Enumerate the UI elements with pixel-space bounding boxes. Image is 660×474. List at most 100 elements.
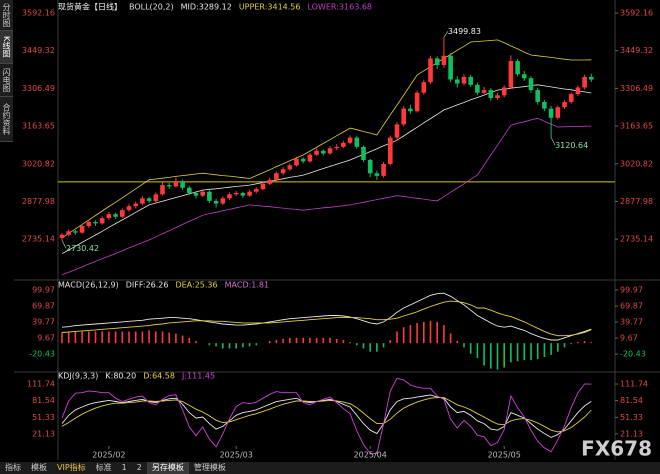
macd-bar — [409, 325, 412, 344]
macd-bar — [108, 331, 110, 344]
candle-body — [488, 90, 494, 99]
candle-body — [508, 61, 514, 88]
macd-bar — [161, 331, 164, 344]
candle-body — [99, 218, 105, 224]
annotation: 3120.64 — [555, 141, 588, 150]
bottom-tab[interactable]: 管理模板 — [193, 463, 226, 472]
annotation: 3499.83 — [448, 27, 481, 36]
candle-body — [475, 84, 480, 93]
macd-bar — [456, 341, 459, 344]
y-tick-label: 3306.49 — [22, 84, 55, 93]
x-tick-label: 2025/04 — [354, 451, 387, 460]
candle-body — [341, 142, 346, 147]
bottom-tab[interactable]: VIP指标 — [57, 463, 86, 472]
macd-bar — [577, 342, 579, 344]
macd-bar — [342, 339, 345, 344]
macd-bar — [530, 343, 532, 361]
y-tick-label: 3306.49 — [620, 84, 653, 93]
bottom-tab[interactable]: 指标 — [5, 463, 21, 472]
candle-body — [495, 95, 500, 99]
y-tick-label: -20.43 — [29, 350, 55, 359]
y-tick-label: 3020.82 — [620, 159, 653, 168]
candle-body — [515, 61, 520, 75]
bottom-tab[interactable]: 模板 — [31, 463, 47, 472]
macd-bar — [362, 343, 365, 349]
kdj-line — [61, 397, 592, 433]
candle-body — [548, 108, 554, 118]
candle-body — [287, 165, 293, 170]
candle-body — [347, 137, 353, 143]
candle-body — [120, 210, 125, 217]
candle-body — [367, 160, 373, 174]
bottom-tab[interactable]: 2 — [136, 463, 142, 472]
tab[interactable]: 闪电图 — [0, 64, 13, 97]
candle-body — [66, 231, 71, 235]
macd-bar — [168, 332, 170, 344]
macd-bar — [476, 343, 479, 359]
tab[interactable]: 分时图 — [0, 0, 13, 31]
macd-bar — [81, 331, 83, 344]
candle-body — [501, 87, 507, 96]
macd-bar — [88, 331, 90, 344]
macd-bar — [315, 337, 318, 344]
y-tick-label: 39.77 — [620, 317, 643, 326]
macd-bar — [536, 343, 539, 360]
legend-entry: KDJ(9,3,3) — [58, 372, 98, 381]
y-tick-label: 69.87 — [620, 301, 643, 310]
bottom-tab[interactable]: 标准 — [95, 463, 112, 472]
kdj-line — [61, 377, 592, 454]
macd-bar — [563, 343, 566, 348]
macd-bar — [416, 322, 418, 344]
candle-body — [421, 82, 427, 93]
macd-bar — [356, 343, 358, 346]
candle-body — [568, 94, 574, 102]
macd-bar — [396, 331, 398, 344]
y-tick-label: 51.33 — [620, 413, 643, 422]
tab[interactable]: K线图 — [0, 31, 13, 64]
bottom-tab[interactable]: 1 — [121, 463, 127, 472]
macd-bar — [188, 337, 191, 344]
macd-bar — [516, 343, 519, 362]
y-tick-label: 21.13 — [32, 430, 55, 439]
macd-bar — [228, 343, 231, 349]
y-tick-label: 2877.98 — [22, 197, 55, 206]
annotation: 2730.42 — [66, 244, 99, 253]
legend-entry: DIFF:26.26 — [126, 281, 169, 290]
candle-body — [193, 193, 199, 196]
candle-body — [113, 214, 118, 217]
candle-body — [146, 198, 152, 201]
macd-bar — [208, 343, 211, 346]
candle-body — [133, 203, 138, 207]
macd-bar — [503, 343, 505, 368]
macd-bar — [61, 332, 63, 344]
legend-entry: J:111.45 — [181, 372, 215, 381]
candle-body — [233, 193, 239, 195]
macd-bar — [322, 337, 325, 344]
legend-entry: UPPER:3414.56 — [239, 3, 301, 12]
candle-body — [575, 87, 581, 95]
bottom-tab[interactable]: 另存模板 — [146, 462, 189, 474]
watermark: FX678 — [581, 437, 652, 461]
candle-body — [160, 185, 165, 195]
candle-body — [247, 191, 252, 196]
candle-body — [428, 58, 433, 83]
candle-body — [314, 150, 319, 155]
y-tick-label: 3592.16 — [22, 8, 55, 17]
tab[interactable]: 合约资料 — [0, 97, 13, 142]
legend-entry: MID:3289.12 — [181, 3, 232, 12]
candle-body — [126, 206, 132, 211]
macd-line — [61, 300, 592, 337]
macd-bar — [141, 331, 144, 344]
candle-body — [220, 198, 226, 204]
macd-bar — [134, 331, 137, 344]
legend-entry: MACD(26,12,9) — [58, 281, 119, 290]
candle-body — [321, 150, 326, 154]
macd-bar — [429, 320, 432, 344]
macd-bar — [443, 325, 445, 344]
candle-body — [589, 76, 594, 80]
macd-bar — [255, 343, 258, 346]
candle-body — [173, 181, 179, 187]
candle-body — [408, 108, 413, 112]
candle-body — [582, 76, 587, 88]
